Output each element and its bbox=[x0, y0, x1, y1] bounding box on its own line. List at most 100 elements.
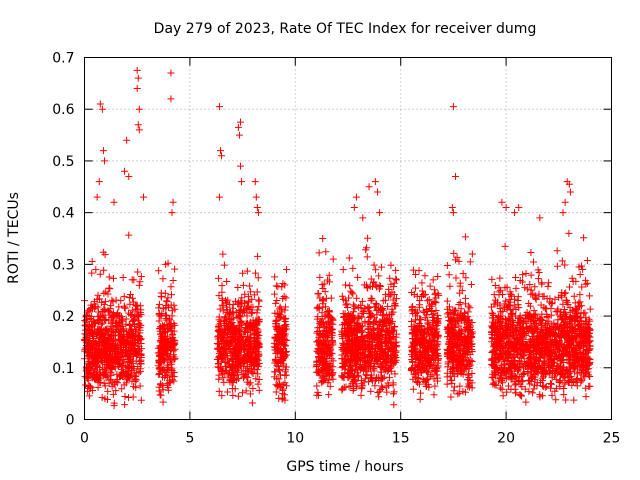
roti-point bbox=[338, 372, 346, 380]
roti-point bbox=[228, 379, 236, 387]
roti-point bbox=[135, 347, 143, 355]
roti-point bbox=[456, 382, 464, 390]
roti-point bbox=[410, 330, 418, 338]
roti-point bbox=[423, 368, 431, 376]
roti-point bbox=[243, 353, 251, 361]
roti-point bbox=[390, 301, 398, 309]
roti-point bbox=[347, 362, 355, 370]
roti-point bbox=[130, 276, 138, 284]
roti-point bbox=[91, 339, 99, 347]
roti-point bbox=[214, 274, 222, 282]
roti-point bbox=[275, 394, 283, 402]
roti-point bbox=[162, 371, 170, 379]
roti-point bbox=[363, 244, 371, 252]
roti-point bbox=[377, 364, 385, 372]
roti-point bbox=[325, 376, 333, 384]
roti-point bbox=[237, 333, 245, 341]
roti-point bbox=[109, 357, 117, 365]
roti-point bbox=[427, 307, 435, 315]
roti-point bbox=[392, 295, 400, 303]
roti-point bbox=[243, 358, 251, 366]
roti-point bbox=[246, 282, 254, 290]
roti-point bbox=[108, 340, 116, 348]
roti-point bbox=[95, 345, 103, 353]
roti-point bbox=[155, 317, 163, 325]
roti-point bbox=[387, 261, 395, 269]
roti-point bbox=[410, 340, 418, 348]
roti-point bbox=[389, 381, 397, 389]
roti-point bbox=[443, 261, 451, 269]
roti-point bbox=[272, 388, 280, 396]
roti-point bbox=[250, 291, 258, 299]
roti-point bbox=[233, 354, 241, 362]
roti-point bbox=[420, 349, 428, 357]
roti-point bbox=[103, 357, 111, 365]
roti-point bbox=[104, 350, 112, 358]
roti-point bbox=[585, 383, 593, 391]
roti-point bbox=[254, 380, 262, 388]
roti-point bbox=[170, 327, 178, 335]
roti-point bbox=[322, 248, 330, 256]
roti-point bbox=[450, 249, 458, 257]
roti-point bbox=[157, 391, 165, 399]
roti-point bbox=[373, 373, 381, 381]
roti-point bbox=[408, 307, 416, 315]
roti-point bbox=[433, 367, 441, 375]
roti-point bbox=[130, 365, 138, 373]
roti-point bbox=[103, 396, 111, 404]
roti-point bbox=[215, 316, 223, 324]
roti-point bbox=[320, 280, 328, 288]
roti-point bbox=[348, 367, 356, 375]
roti-point bbox=[219, 250, 227, 258]
roti-point bbox=[254, 274, 262, 282]
roti-point bbox=[552, 396, 560, 404]
roti-point bbox=[381, 296, 389, 304]
roti-point bbox=[390, 388, 398, 396]
roti-point bbox=[105, 308, 113, 316]
roti-point bbox=[170, 373, 178, 381]
roti-point bbox=[105, 284, 113, 292]
roti-point bbox=[233, 376, 241, 384]
roti-point bbox=[277, 382, 285, 390]
roti-point bbox=[134, 335, 142, 343]
roti-point bbox=[224, 296, 232, 304]
roti-point bbox=[275, 366, 283, 374]
roti-point bbox=[109, 274, 117, 282]
roti-point bbox=[107, 372, 115, 380]
roti-point bbox=[389, 341, 397, 349]
roti-point bbox=[136, 382, 144, 390]
roti-point bbox=[272, 349, 280, 357]
roti-point bbox=[223, 303, 231, 311]
roti-point bbox=[278, 308, 286, 316]
roti-point bbox=[338, 292, 346, 300]
roti-point bbox=[518, 392, 526, 400]
roti-point bbox=[219, 374, 227, 382]
roti-point bbox=[91, 356, 99, 364]
roti-point bbox=[376, 282, 384, 290]
roti-point bbox=[317, 318, 325, 326]
roti-point bbox=[94, 357, 102, 365]
roti-point bbox=[366, 331, 374, 339]
roti-point bbox=[247, 338, 255, 346]
roti-point bbox=[583, 257, 591, 265]
roti-point bbox=[415, 356, 423, 364]
roti-point bbox=[229, 330, 237, 338]
roti-point bbox=[158, 365, 166, 373]
roti-point bbox=[434, 319, 442, 327]
roti-point bbox=[363, 371, 371, 379]
roti-point bbox=[376, 354, 384, 362]
roti-point bbox=[272, 325, 280, 333]
roti-point bbox=[421, 357, 429, 365]
roti-point bbox=[407, 365, 415, 373]
roti-point bbox=[425, 355, 433, 363]
roti-point bbox=[228, 352, 236, 360]
roti-point bbox=[347, 287, 355, 295]
roti-point bbox=[410, 371, 418, 379]
roti-point bbox=[105, 344, 113, 352]
roti-point bbox=[100, 289, 108, 297]
roti-point bbox=[415, 368, 423, 376]
roti-point bbox=[423, 297, 431, 305]
roti-point bbox=[562, 396, 570, 404]
roti-point bbox=[134, 363, 142, 371]
roti-point bbox=[245, 321, 253, 329]
